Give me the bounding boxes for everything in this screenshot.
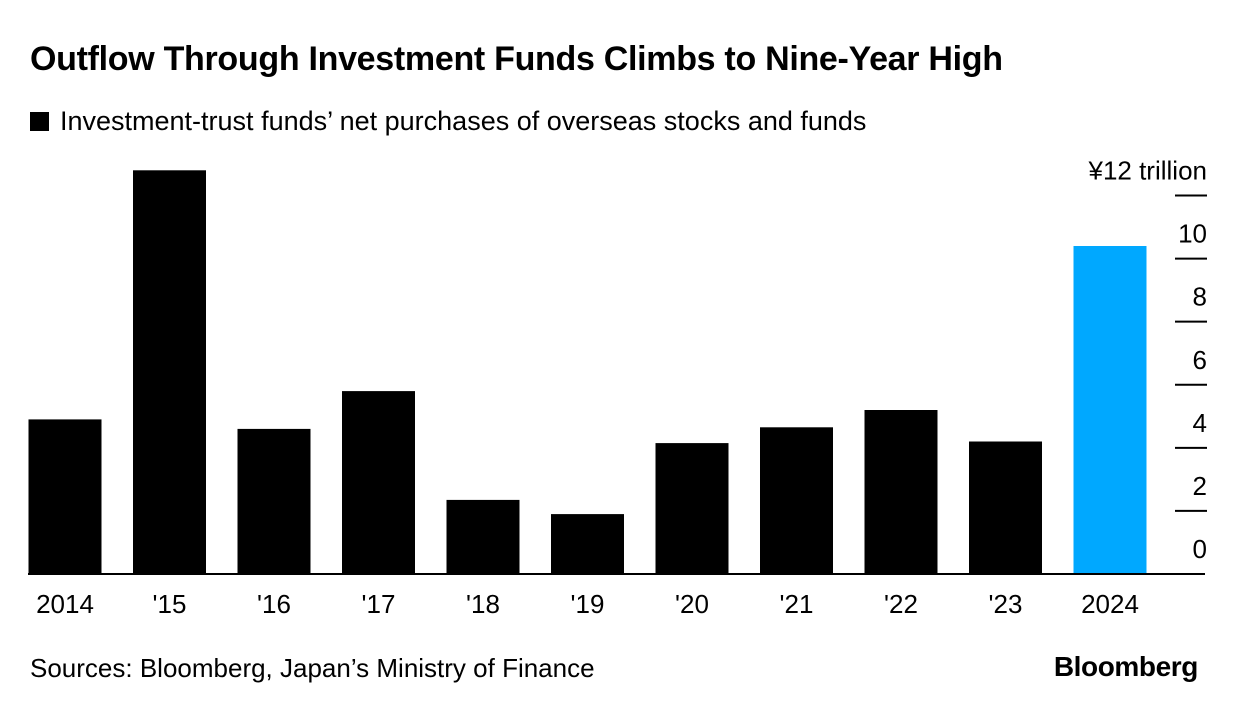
bar-18 [446, 499, 520, 574]
bar-2024 [1073, 246, 1147, 574]
bar-16 [237, 428, 311, 574]
x-tick-label: '16 [257, 589, 291, 619]
chart-title: Outflow Through Investment Funds Climbs … [30, 40, 1003, 78]
y-tick-label: 4 [1193, 408, 1207, 438]
x-axis: 2014 '15 '16 '17 '18 '19 '20 '21 '22 '23 2024 [28, 573, 1205, 619]
x-tick-label: '18 [466, 589, 500, 619]
bar-2014 [28, 419, 102, 574]
bar-19 [551, 514, 624, 574]
bar-17 [342, 391, 415, 574]
bar-group [28, 170, 1147, 575]
y-tick-label: 8 [1193, 282, 1207, 312]
legend-label: Investment-trust funds’ net purchases of… [60, 106, 867, 136]
bloomberg-logo: Bloomberg [1053, 651, 1199, 682]
y-tick-label: ¥12 trillion [1087, 156, 1207, 186]
x-tick-label: 2024 [1081, 589, 1139, 619]
bar-23 [969, 441, 1042, 574]
x-tick-label: 2014 [36, 589, 94, 619]
source-note: Sources: Bloomberg, Japan’s Ministry of … [30, 653, 595, 683]
bar-15 [133, 170, 206, 575]
x-tick-label: '19 [571, 589, 605, 619]
bar-chart: 0 2 4 6 8 10 ¥12 trillion 2014 '15 '16 '17 '18 '19 '… [28, 156, 1207, 619]
x-tick-label: '22 [884, 589, 918, 619]
y-tick-label: 10 [1178, 219, 1207, 249]
y-tick-label: 0 [1193, 534, 1207, 564]
legend-swatch [30, 112, 49, 131]
x-tick-label: '17 [362, 589, 396, 619]
y-tick-label: 6 [1193, 345, 1207, 375]
y-tick-label: 2 [1193, 471, 1207, 501]
bar-21 [760, 427, 833, 574]
bar-22 [864, 410, 938, 574]
legend: Investment-trust funds’ net purchases of… [30, 106, 866, 137]
bar-20 [655, 443, 729, 574]
x-tick-label: '20 [675, 589, 709, 619]
y-axis: 0 2 4 6 8 10 ¥12 trillion [1087, 156, 1207, 564]
x-tick-label: '23 [989, 589, 1023, 619]
x-tick-label: '15 [153, 589, 187, 619]
x-tick-label: '21 [780, 589, 814, 619]
